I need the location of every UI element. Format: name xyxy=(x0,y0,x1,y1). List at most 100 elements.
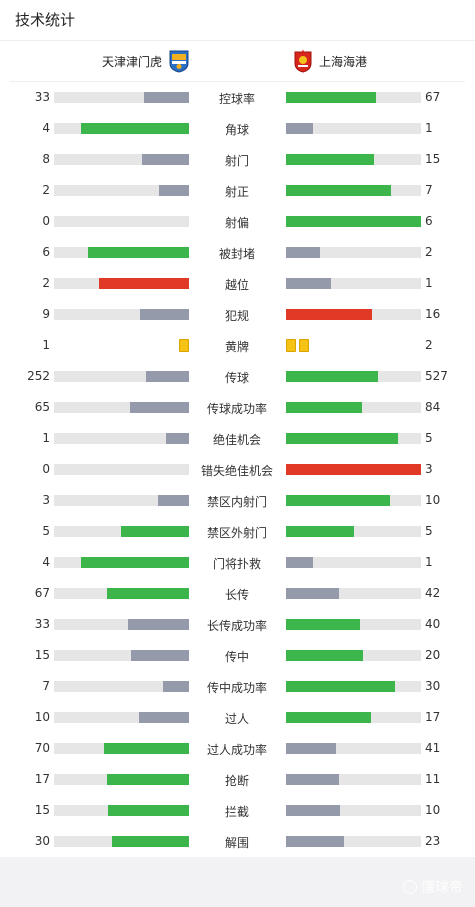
stat-label: 过人 xyxy=(224,712,249,726)
away-bar-track xyxy=(286,681,421,692)
stat-label: 错失绝佳机会 xyxy=(200,464,273,478)
stat-label: 黄牌 xyxy=(224,340,249,354)
home-value: 1 xyxy=(42,431,50,445)
home-value: 8 xyxy=(42,152,50,166)
away-bar-fill xyxy=(286,588,339,599)
away-bar-fill xyxy=(286,650,363,661)
home-value: 70 xyxy=(34,741,50,755)
home-bar-fill xyxy=(163,681,189,692)
home-bar-track xyxy=(54,681,189,692)
stat-row: 15 拦截 10 xyxy=(0,795,475,826)
stat-label: 门将扑救 xyxy=(212,557,261,571)
stat-row: 2 射正 7 xyxy=(0,175,475,206)
away-value: 2 xyxy=(425,245,433,259)
home-bar-track xyxy=(54,774,189,785)
team-header: 天津津门虎 上海海港 xyxy=(10,41,465,82)
home-value: 3 xyxy=(42,493,50,507)
home-bar-track xyxy=(54,619,189,630)
home-bar-track xyxy=(54,743,189,754)
stat-row: 70 过人成功率 41 xyxy=(0,733,475,764)
tiger-crest-icon xyxy=(168,49,190,73)
away-team[interactable]: 上海海港 xyxy=(292,41,367,81)
yellow-card-icon xyxy=(179,339,189,352)
away-bar-fill xyxy=(286,371,378,382)
away-bar-track xyxy=(286,805,421,816)
stat-label: 射偏 xyxy=(224,216,249,230)
home-bar-track xyxy=(54,464,189,475)
home-team[interactable]: 天津津门虎 xyxy=(102,41,190,81)
stat-label: 抢断 xyxy=(224,774,249,788)
away-value: 15 xyxy=(425,152,441,166)
home-value: 4 xyxy=(42,121,50,135)
home-bar-track xyxy=(54,433,189,444)
stat-label: 角球 xyxy=(224,123,249,137)
home-bar-track xyxy=(54,371,189,382)
stat-row: 33 长传成功率 40 xyxy=(0,609,475,640)
away-bar-track xyxy=(286,123,421,134)
home-bar-fill xyxy=(139,712,189,723)
stat-row: 9 犯规 16 xyxy=(0,299,475,330)
away-bar-fill xyxy=(286,836,344,847)
stat-row: 1 绝佳机会 5 xyxy=(0,423,475,454)
yellow-card-icon xyxy=(299,339,309,352)
stat-label: 拦截 xyxy=(224,805,249,819)
away-value: 1 xyxy=(425,121,433,135)
away-value: 42 xyxy=(425,586,441,600)
stat-label: 解围 xyxy=(224,836,249,850)
watermark-text: 懂球帝 xyxy=(421,880,463,896)
home-bar-track xyxy=(54,836,189,847)
away-value: 17 xyxy=(425,710,441,724)
home-value: 252 xyxy=(27,369,50,383)
yellow-card-icon xyxy=(286,339,296,352)
away-value: 2 xyxy=(425,338,433,352)
away-value: 1 xyxy=(425,555,433,569)
away-bar-track xyxy=(286,650,421,661)
home-bar-track xyxy=(54,154,189,165)
home-value: 17 xyxy=(34,772,50,786)
home-bar-fill xyxy=(144,92,189,103)
stat-row: 5 禁区外射门 5 xyxy=(0,516,475,547)
stat-row: 0 射偏 6 xyxy=(0,206,475,237)
away-bar-fill xyxy=(286,216,421,227)
away-bar-track xyxy=(286,774,421,785)
home-bar-track xyxy=(54,712,189,723)
away-bar-fill xyxy=(286,123,313,134)
away-value: 41 xyxy=(425,741,441,755)
away-yellow-cards xyxy=(286,339,309,352)
home-bar-fill xyxy=(108,805,189,816)
home-value: 15 xyxy=(34,648,50,662)
away-value: 30 xyxy=(425,679,441,693)
home-value: 2 xyxy=(42,276,50,290)
stat-label: 传中成功率 xyxy=(206,681,267,695)
away-value: 10 xyxy=(425,493,441,507)
stat-row: 2 越位 1 xyxy=(0,268,475,299)
stat-label: 犯规 xyxy=(224,309,249,323)
away-bar-fill xyxy=(286,154,374,165)
away-bar-track xyxy=(286,526,421,537)
home-bar-fill xyxy=(146,371,189,382)
away-bar-track xyxy=(286,402,421,413)
away-bar-fill xyxy=(286,712,371,723)
stat-row: 252 传球 527 xyxy=(0,361,475,392)
home-bar-track xyxy=(54,309,189,320)
away-bar-fill xyxy=(286,557,313,568)
away-value: 7 xyxy=(425,183,433,197)
home-bar-track xyxy=(54,526,189,537)
away-bar-fill xyxy=(286,805,340,816)
away-team-name: 上海海港 xyxy=(319,54,368,69)
away-bar-track xyxy=(286,433,421,444)
away-value: 3 xyxy=(425,462,433,476)
home-value: 5 xyxy=(42,524,50,538)
stat-row: 8 射门 15 xyxy=(0,144,475,175)
home-bar-track xyxy=(54,557,189,568)
home-bar-track xyxy=(54,216,189,227)
home-bar-track xyxy=(54,92,189,103)
away-bar-fill xyxy=(286,774,339,785)
away-bar-track xyxy=(286,309,421,320)
home-bar-fill xyxy=(130,402,189,413)
stat-label: 过人成功率 xyxy=(206,743,267,757)
home-bar-track xyxy=(54,402,189,413)
home-value: 4 xyxy=(42,555,50,569)
stat-label: 禁区外射门 xyxy=(206,526,267,540)
away-bar-track xyxy=(286,154,421,165)
